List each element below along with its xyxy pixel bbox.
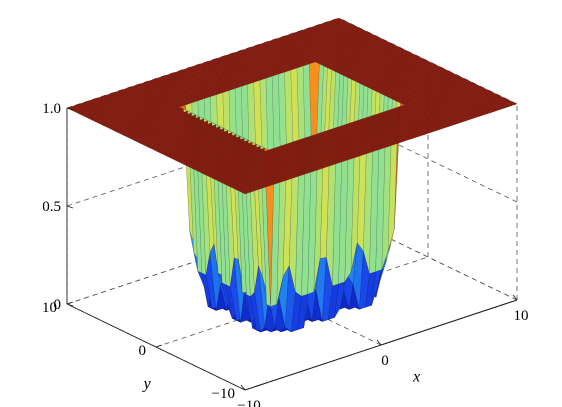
y-tick-mark [155, 344, 163, 348]
surface-patch [506, 101, 518, 107]
y-tick-mark [244, 387, 252, 391]
x-tick-mark [376, 339, 382, 346]
x-tick-mark [512, 294, 518, 301]
x-tick-label: 0 [381, 353, 389, 369]
z-tick-label: 0.5 [42, 199, 61, 215]
y-tick-label: −10 [212, 386, 235, 402]
y-axis-label: y [142, 376, 152, 393]
x-tick-label: −10 [237, 398, 260, 407]
x-tick-mark [240, 384, 246, 391]
z-tick-label: 0 [54, 297, 62, 313]
y-tick-label: 10 [42, 300, 57, 316]
y-tick-label: 0 [139, 343, 147, 359]
z-tick-mark [66, 107, 74, 111]
x-tick-label: 10 [514, 308, 529, 324]
z-tick-mark [66, 303, 74, 307]
z-tick-label: 1.0 [42, 101, 61, 117]
y-tick-mark [66, 301, 74, 305]
surface [66, 17, 518, 333]
x-axis-label: x [412, 369, 420, 386]
z-tick-mark [66, 205, 74, 209]
